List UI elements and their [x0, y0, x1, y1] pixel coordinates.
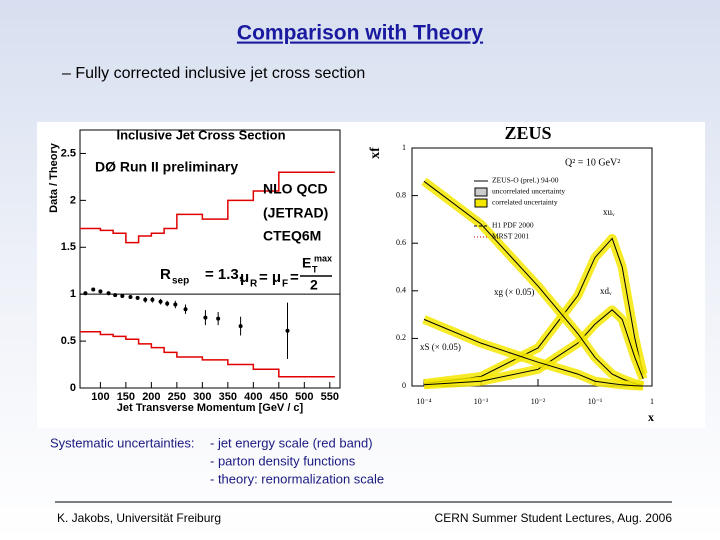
slide-title: Comparison with Theory [237, 22, 484, 45]
x-tick-label: 10⁻³ [474, 397, 489, 406]
x-tick-label: 10⁻⁴ [416, 397, 431, 406]
x-axis-label: x [648, 410, 654, 424]
legend-entry: uncorrelated uncertainty [492, 187, 565, 196]
note: - theory: renormalization scale [210, 471, 384, 486]
footer-right: CERN Summer Student Lectures, Aug. 2006 [435, 511, 673, 525]
pdf-curve [423, 237, 644, 385]
formula-part: μ [240, 269, 249, 286]
chart-title: Inclusive Jet Cross Section [116, 127, 285, 142]
legend-swatch [474, 198, 488, 208]
formula-part: E [302, 255, 311, 271]
formula-part: = [290, 269, 299, 286]
curve-label: xdᵥ [600, 286, 612, 296]
y-tick-label: 1 [70, 288, 76, 300]
legend-entry: ZEUS-O (prel.) 94-00 [492, 176, 559, 185]
y-tick-label: 0 [402, 381, 406, 390]
data-point [203, 315, 208, 320]
data-point [158, 299, 163, 304]
formula-part: max [314, 253, 332, 263]
note: - parton density functions [210, 453, 356, 468]
x-tick-label: 400 [244, 391, 262, 403]
x-tick-label: 250 [168, 391, 186, 403]
data-point [165, 301, 170, 306]
x-tick-label: 350 [219, 391, 237, 403]
plot-frame [79, 129, 341, 389]
x-tick-label: 300 [193, 391, 211, 403]
y-tick-label: 0.6 [396, 238, 406, 247]
formula-part: T [312, 264, 318, 274]
formula-part: R [160, 266, 171, 283]
data-point [183, 307, 188, 312]
formula-part: sep [172, 276, 189, 287]
data-point [216, 316, 221, 321]
x-tick-label: 1 [650, 397, 654, 406]
data-point [173, 302, 178, 307]
formula-part: R [250, 279, 258, 290]
curve-label: xS (× 0.05) [420, 342, 461, 352]
legend-entry: H1 PDF 2000 [492, 221, 534, 230]
data-point [285, 328, 290, 333]
pdf-curve [423, 309, 644, 386]
y-tick-label: 0 [70, 382, 76, 394]
annotation: NLO QCD [263, 181, 328, 197]
notes-head: Systematic uncertainties: [50, 435, 195, 450]
band-edge [80, 171, 335, 244]
curve-label: xuᵥ [603, 207, 615, 217]
legend-swatch [474, 187, 488, 197]
legend-entry: MRST 2001 [492, 232, 529, 241]
y-tick-label: 1 [402, 143, 406, 152]
data-point [135, 295, 140, 300]
data-point [128, 294, 133, 299]
y-tick-label: 0.4 [396, 286, 406, 295]
annotation: DØ Run II preliminary [95, 159, 238, 175]
formula-part: = 1.3, [205, 266, 243, 283]
x-tick-label: 450 [270, 391, 288, 403]
data-point [83, 291, 88, 296]
x-axis-label: Jet Transverse Momentum [GeV / c] [117, 402, 304, 414]
curve-label: xg (× 0.05) [494, 287, 534, 297]
y-tick-label: 0.8 [396, 190, 406, 199]
x-tick-label: 150 [117, 391, 135, 403]
x-tick-label: 200 [142, 391, 160, 403]
y-tick-label: 2.5 [61, 147, 76, 159]
y-tick-label: 0.5 [61, 335, 76, 347]
subtitle: Q² = 10 GeV² [565, 157, 620, 168]
data-point [106, 291, 111, 296]
x-tick-label: 10⁻¹ [588, 397, 603, 406]
bullet: – Fully corrected inclusive jet cross se… [62, 65, 365, 82]
y-tick-label: 2 [70, 194, 76, 206]
data-point [120, 294, 125, 299]
x-tick-label: 550 [321, 391, 339, 403]
data-point [113, 293, 118, 298]
x-tick-label: 500 [295, 391, 313, 403]
note: - jet energy scale (red band) [210, 435, 373, 450]
formula-part: = μ [259, 269, 281, 286]
pdf-curve [423, 318, 644, 387]
annotation: CTEQ6M [263, 228, 321, 244]
legend-entry: correlated uncertainty [492, 198, 558, 207]
chart-title: ZEUS [504, 123, 551, 143]
y-axis-label: xf [368, 147, 383, 159]
band-edge [80, 330, 335, 378]
formula-part: 2 [310, 277, 318, 293]
data-point [238, 324, 243, 329]
annotation: (JETRAD) [263, 205, 328, 221]
data-point [98, 289, 103, 294]
data-point [150, 297, 155, 302]
formula-part: F [282, 279, 288, 290]
footer-left: K. Jakobs, Universität Freiburg [57, 511, 221, 525]
x-tick-label: 100 [91, 391, 109, 403]
y-tick-label: 1.5 [61, 241, 76, 253]
y-axis-label: Data / Theory [48, 142, 60, 213]
y-tick-label: 0.2 [396, 333, 406, 342]
x-tick-label: 10⁻² [531, 397, 546, 406]
data-point [91, 287, 96, 292]
plot-frame [411, 147, 653, 387]
data-point [143, 297, 148, 302]
